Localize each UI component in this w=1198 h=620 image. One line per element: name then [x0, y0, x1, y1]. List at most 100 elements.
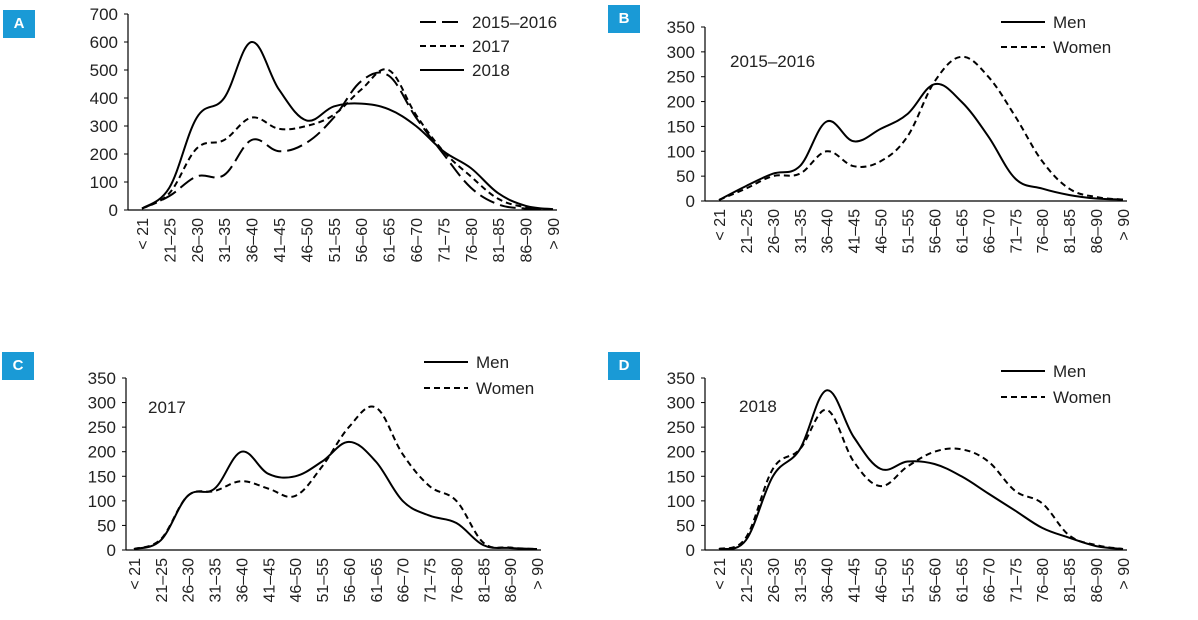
data-point: [1068, 534, 1070, 536]
x-tick-label: 51–55: [315, 558, 332, 603]
x-tick-label: 56–60: [342, 558, 359, 603]
x-tick-label: 76–80: [464, 218, 481, 263]
y-tick-label: 350: [88, 369, 116, 388]
data-point: [745, 187, 747, 189]
x-tick-label: 81–85: [476, 558, 493, 603]
x-tick-label: 76–80: [1035, 209, 1052, 254]
data-point: [1014, 490, 1016, 492]
x-tick-label: 31–35: [793, 558, 810, 603]
data-point: [333, 116, 335, 118]
y-tick-label: 300: [667, 43, 695, 62]
data-point: [196, 147, 198, 149]
y-tick-label: 50: [676, 167, 695, 186]
y-tick-label: 0: [109, 201, 118, 220]
data-point: [415, 114, 417, 116]
data-point: [772, 175, 774, 177]
data-point: [906, 460, 908, 462]
panel-c: C 0 50 100 150 200 250 300 350 < 21 21–25 26–30 31–…: [0, 310, 599, 620]
x-tick-label: 61–65: [954, 209, 971, 254]
data-point: [852, 436, 854, 438]
panel-a: A 0 100 200 300 400 500 600 700 < 21 21–25 26–30 31…: [0, 0, 599, 310]
x-tick-label: 61–65: [369, 558, 386, 603]
series-line-2: [141, 41, 554, 211]
data-point: [745, 539, 747, 541]
x-tick-label: < 21: [135, 218, 152, 250]
chart-year-label: 2015–2016: [730, 52, 815, 71]
x-tick-label: 71–75: [423, 558, 440, 603]
data-point: [1122, 198, 1124, 200]
data-point: [223, 174, 225, 176]
data-point: [1014, 509, 1016, 511]
y-tick-label: 200: [88, 443, 116, 462]
x-tick-label: 66–70: [396, 558, 413, 603]
x-tick-label: 21–25: [739, 209, 756, 254]
x-tick-label: < 21: [127, 558, 144, 590]
y-tick-label: 400: [90, 89, 118, 108]
x-tick-label: 76–80: [1035, 558, 1052, 603]
data-point: [497, 198, 499, 200]
x-tick-label: 26–30: [181, 558, 198, 603]
data-point: [442, 150, 444, 152]
data-point: [360, 80, 362, 82]
data-point: [1095, 544, 1097, 546]
panel-d: D 0 50 100 150 200 250 300 350 < 21 21–25 26–30 31–…: [599, 310, 1198, 620]
x-tick-label: > 90: [546, 218, 563, 250]
x-tick-label: < 21: [712, 209, 729, 241]
x-tick-label: 51–55: [327, 218, 344, 263]
data-point: [524, 205, 526, 207]
data-point: [772, 172, 774, 174]
x-tick-label: < 21: [712, 558, 729, 590]
y-tick-label: 100: [90, 173, 118, 192]
data-point: [455, 500, 457, 502]
data-point: [906, 135, 908, 137]
data-point: [1041, 160, 1043, 162]
y-tick-label: 50: [97, 516, 116, 535]
x-tick-label: 41–45: [261, 558, 278, 603]
data-point: [240, 451, 242, 453]
panel-label-badge: C: [2, 352, 34, 380]
data-point: [933, 83, 935, 85]
data-point: [799, 172, 801, 174]
data-point: [375, 406, 377, 408]
data-point: [852, 165, 854, 167]
y-tick-label: 0: [686, 541, 695, 560]
data-point: [470, 167, 472, 169]
data-point: [552, 208, 554, 210]
data-point: [852, 460, 854, 462]
panel-b: B 0 50 100 150 200 250 300 350 < 21 21–25 26–30 31–…: [599, 0, 1198, 310]
y-tick-label: 150: [667, 117, 695, 136]
data-point: [482, 541, 484, 543]
x-tick-label: 61–65: [954, 558, 971, 603]
data-point: [933, 451, 935, 453]
data-point: [267, 487, 269, 489]
series-line-1: [133, 405, 538, 550]
x-tick-label: 46–50: [874, 209, 891, 254]
legend-label: 2018: [472, 61, 510, 80]
x-tick-label: > 90: [1116, 209, 1133, 241]
legend-label: Men: [1053, 362, 1086, 381]
data-point: [987, 135, 989, 137]
data-point: [294, 495, 296, 497]
data-point: [987, 492, 989, 494]
data-point: [879, 160, 881, 162]
x-tick-label: 76–80: [449, 558, 466, 603]
data-point: [1041, 187, 1043, 189]
data-point: [470, 186, 472, 188]
chart-year-label: 2017: [148, 398, 186, 417]
x-tick-label: 26–30: [766, 209, 783, 254]
x-tick-label: 26–30: [190, 218, 207, 263]
data-point: [250, 41, 252, 43]
legend-label: Women: [1053, 388, 1111, 407]
y-tick-label: 200: [90, 145, 118, 164]
x-tick-label: 61–65: [382, 218, 399, 263]
x-tick-label: 86–90: [1089, 558, 1106, 603]
x-tick-label: 56–60: [354, 218, 371, 263]
series-line-0: [141, 71, 554, 211]
data-point: [428, 514, 430, 516]
data-point: [879, 468, 881, 470]
data-point: [1014, 177, 1016, 179]
data-point: [160, 538, 162, 540]
data-point: [348, 426, 350, 428]
y-tick-label: 150: [88, 467, 116, 486]
data-point: [278, 150, 280, 152]
